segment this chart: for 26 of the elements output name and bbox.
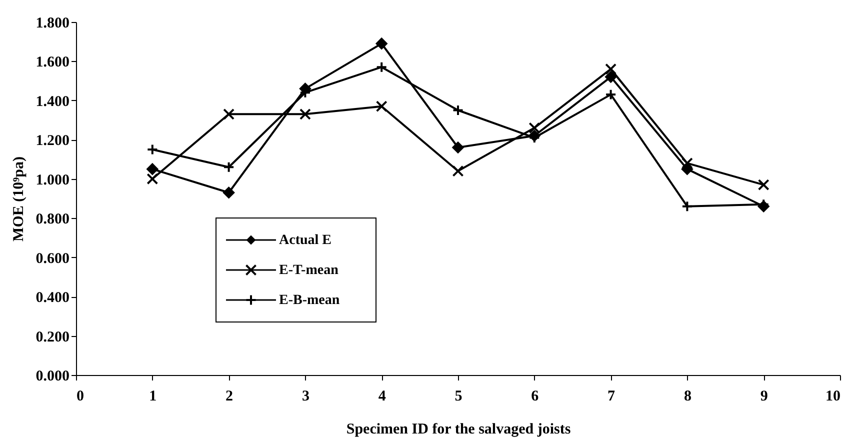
x-tick-label: 7	[608, 388, 616, 404]
y-tick-label: 1.800	[36, 16, 70, 32]
x-tick-label: 9	[760, 388, 768, 404]
x-tick-label: 5	[454, 388, 462, 404]
x-tick-label: 0	[76, 388, 84, 404]
y-tick-label: 0.200	[36, 329, 70, 346]
x-tick-label: 1	[149, 388, 157, 404]
x-tick-label: 3	[302, 388, 310, 404]
y-tick-label: 0.600	[36, 250, 70, 267]
x-tick-label: 2	[226, 388, 234, 404]
x-axis-title: Specimen ID for the salvaged joists	[346, 422, 571, 438]
legend-label: E-T-mean	[279, 263, 339, 278]
y-tick-label: 0.000	[36, 368, 70, 384]
x-tick-label: 8	[684, 388, 692, 404]
y-tick-label: 1.000	[36, 172, 70, 188]
x-tick-label: 10	[826, 388, 840, 404]
y-tick-label: 1.200	[36, 133, 70, 150]
y-axis-title: MOE (10⁹pa)	[10, 156, 27, 242]
y-tick-label: 0.400	[36, 290, 70, 306]
x-tick-label: 6	[531, 388, 540, 404]
y-tick-label: 1.400	[36, 94, 70, 110]
y-tick-label: 0.800	[36, 212, 70, 228]
legend-label: E-B-mean	[279, 293, 340, 308]
y-tick-label: 1.600	[36, 54, 70, 71]
legend-label: Actual E	[279, 233, 332, 248]
x-tick-label: 4	[378, 388, 386, 404]
